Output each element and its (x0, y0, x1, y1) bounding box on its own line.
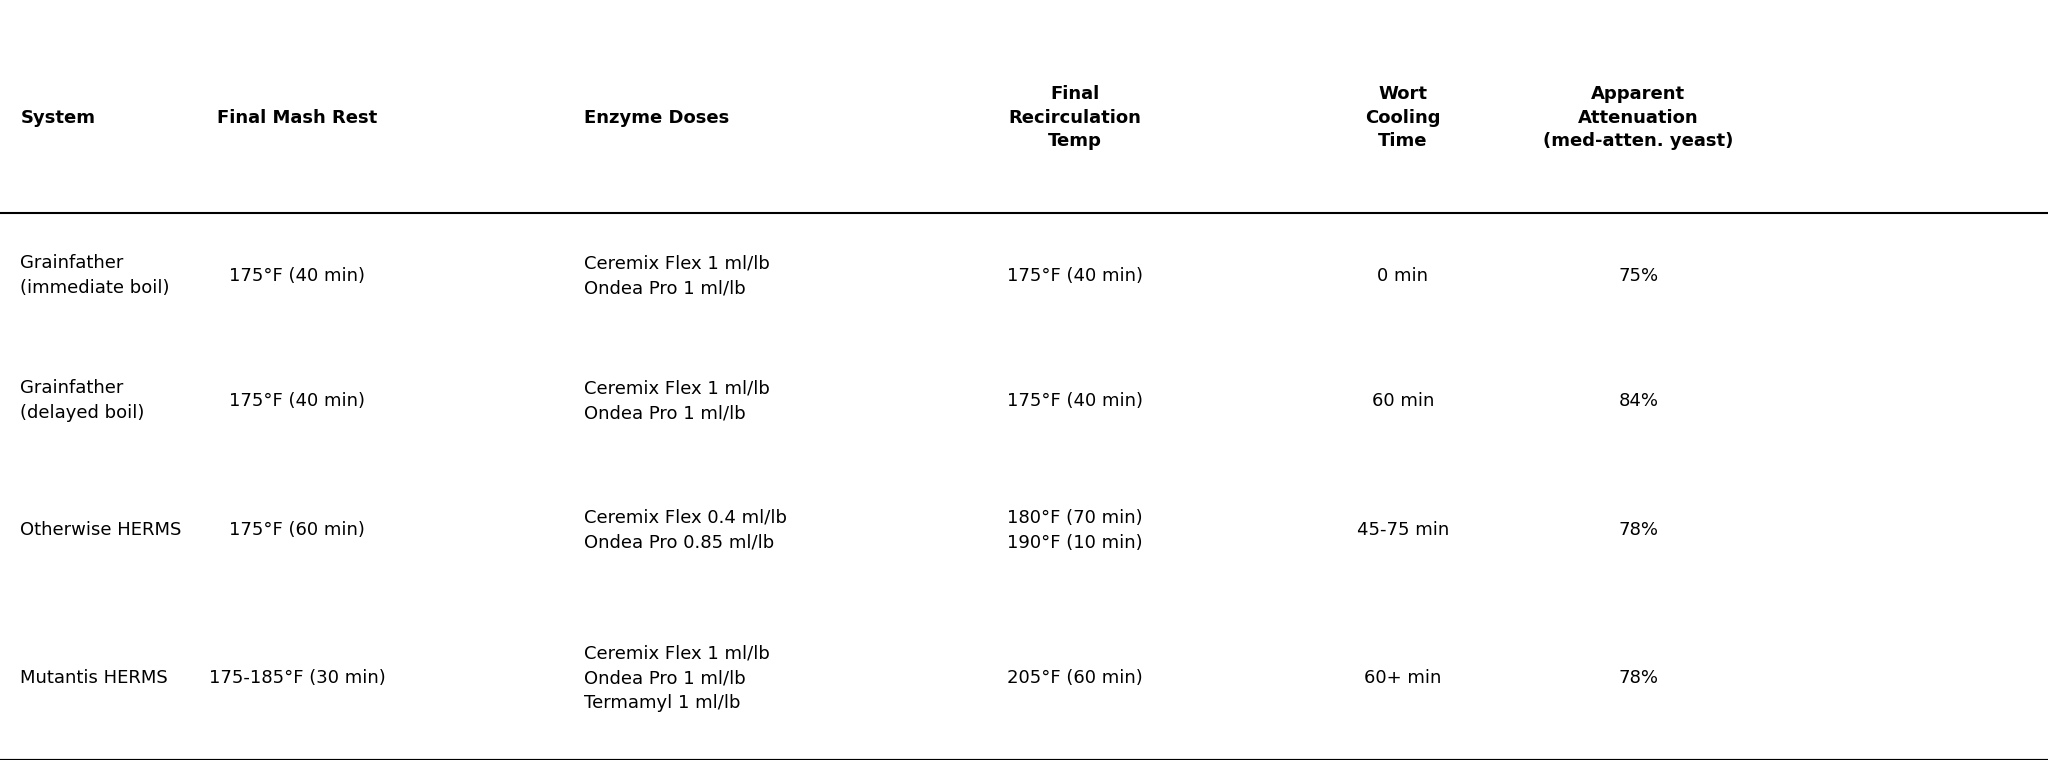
Text: Grainfather
(delayed boil): Grainfather (delayed boil) (20, 379, 145, 423)
Text: Ceremix Flex 1 ml/lb
Ondea Pro 1 ml/lb
Termamyl 1 ml/lb: Ceremix Flex 1 ml/lb Ondea Pro 1 ml/lb T… (584, 644, 770, 712)
Text: 175-185°F (30 min): 175-185°F (30 min) (209, 670, 385, 687)
Text: 78%: 78% (1618, 670, 1659, 687)
Text: Mutantis HERMS: Mutantis HERMS (20, 670, 168, 687)
Text: 175°F (40 min): 175°F (40 min) (229, 392, 365, 410)
Text: Grainfather
(immediate boil): Grainfather (immediate boil) (20, 254, 170, 297)
Text: Final Mash Rest: Final Mash Rest (217, 109, 377, 127)
Text: 78%: 78% (1618, 521, 1659, 539)
Text: Final
Recirculation
Temp: Final Recirculation Temp (1010, 85, 1141, 150)
Text: 175°F (40 min): 175°F (40 min) (1008, 392, 1143, 410)
Text: Otherwise HERMS: Otherwise HERMS (20, 521, 182, 539)
Text: System: System (20, 109, 96, 127)
Text: 180°F (70 min)
190°F (10 min): 180°F (70 min) 190°F (10 min) (1008, 508, 1143, 552)
Text: 60 min: 60 min (1372, 392, 1434, 410)
Text: Ceremix Flex 1 ml/lb
Ondea Pro 1 ml/lb: Ceremix Flex 1 ml/lb Ondea Pro 1 ml/lb (584, 254, 770, 297)
Text: Apparent
Attenuation
(med-atten. yeast): Apparent Attenuation (med-atten. yeast) (1544, 85, 1733, 150)
Text: 175°F (40 min): 175°F (40 min) (229, 267, 365, 284)
Text: Wort
Cooling
Time: Wort Cooling Time (1366, 85, 1440, 150)
Text: Ceremix Flex 0.4 ml/lb
Ondea Pro 0.85 ml/lb: Ceremix Flex 0.4 ml/lb Ondea Pro 0.85 ml… (584, 508, 786, 552)
Text: 175°F (60 min): 175°F (60 min) (229, 521, 365, 539)
Text: 75%: 75% (1618, 267, 1659, 284)
Text: Enzyme Doses: Enzyme Doses (584, 109, 729, 127)
Text: 175°F (40 min): 175°F (40 min) (1008, 267, 1143, 284)
Text: Ceremix Flex 1 ml/lb
Ondea Pro 1 ml/lb: Ceremix Flex 1 ml/lb Ondea Pro 1 ml/lb (584, 379, 770, 423)
Text: 45-75 min: 45-75 min (1356, 521, 1450, 539)
Text: 60+ min: 60+ min (1364, 670, 1442, 687)
Text: 84%: 84% (1618, 392, 1659, 410)
Text: 205°F (60 min): 205°F (60 min) (1008, 670, 1143, 687)
Text: 0 min: 0 min (1378, 267, 1427, 284)
